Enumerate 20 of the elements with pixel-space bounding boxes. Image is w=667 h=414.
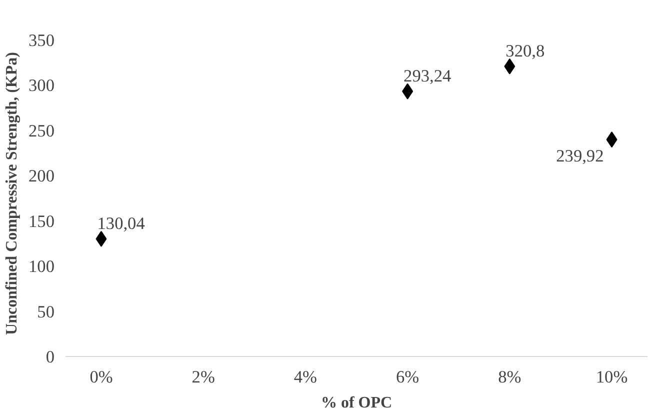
- y-tick-label: 100: [28, 257, 55, 276]
- y-tick-label: 150: [28, 212, 55, 231]
- y-tick-label: 300: [28, 76, 55, 96]
- x-tick-label: 8%: [498, 368, 522, 386]
- y-tick-label: 250: [28, 121, 55, 140]
- y-axis-title: Unconfined Compressive Strength, (KPa): [4, 52, 21, 335]
- x-tick-label: 4%: [294, 368, 318, 386]
- x-tick-label: 6%: [396, 368, 420, 386]
- data-label: 293,24: [404, 66, 452, 86]
- y-tick-label: 200: [28, 166, 55, 186]
- x-tick-label: 10%: [596, 368, 628, 386]
- y-tick-label: 0: [46, 348, 55, 366]
- y-tick-label: 350: [28, 30, 55, 50]
- x-axis-title: % of OPC: [320, 394, 392, 412]
- y-tick-label: 50: [37, 302, 54, 322]
- data-label: 130,04: [97, 214, 146, 233]
- x-tick-label: 0%: [90, 368, 113, 386]
- data-label: 239,92: [556, 146, 604, 166]
- data-label: 320,8: [506, 41, 545, 60]
- x-tick-label: 2%: [192, 368, 215, 386]
